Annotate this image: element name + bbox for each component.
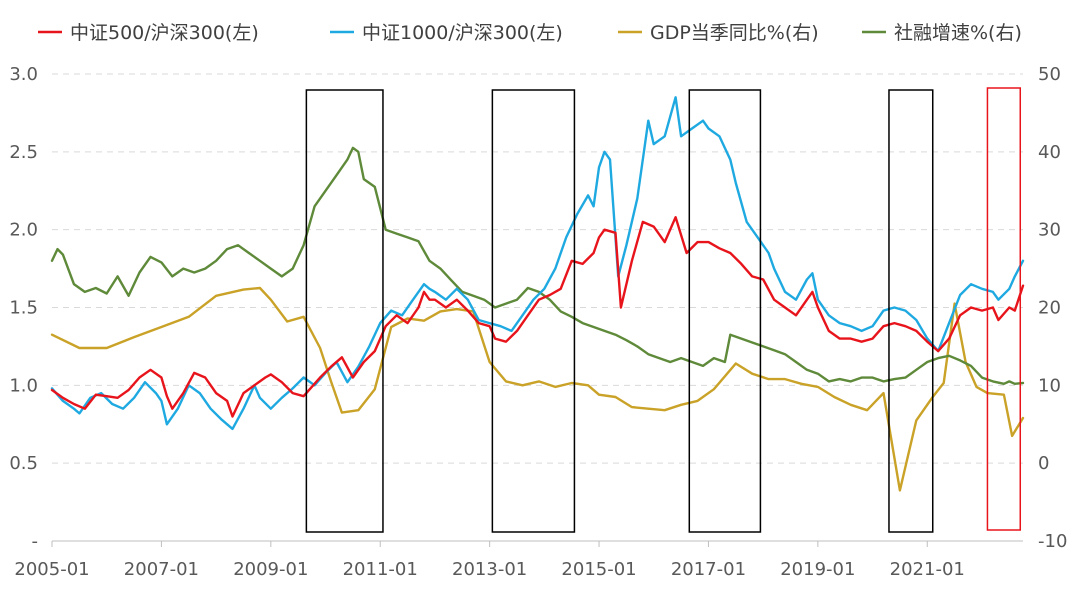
highlight-box (305, 89, 384, 533)
legend-label: 社融增速%(右) (894, 22, 1022, 44)
series-line-3 (50, 146, 1025, 385)
highlight-box (888, 89, 934, 533)
y-right-tick-label: 50 (1038, 64, 1061, 85)
y-left-tick-label: 2.5 (9, 142, 38, 163)
x-tick-label: 2021-01 (890, 559, 965, 580)
legend-label: 中证500/沪深300(左) (70, 22, 259, 44)
series-line-1 (50, 96, 1025, 431)
series-line-2 (50, 286, 1025, 492)
y-right-tick-label: -10 (1038, 531, 1067, 552)
grid-lines (52, 73, 1023, 464)
y-left-tick-label: 3.0 (9, 64, 38, 85)
y-left-tick-label: 0.5 (9, 453, 38, 474)
y-right-tick-label: 40 (1038, 142, 1061, 163)
x-tick-label: 2007-01 (124, 559, 199, 580)
y-right-tick-label: 0 (1038, 453, 1049, 474)
y-axis-left: - 0.5 1.0 1.5 2.0 2.5 3.0 (9, 64, 38, 552)
y-right-tick-label: 10 (1038, 375, 1061, 396)
x-tick-label: 2009-01 (233, 559, 308, 580)
highlight-box (491, 89, 576, 533)
x-tick-label: 2005-01 (14, 559, 89, 580)
legend: 中证500/沪深300(左) 中证1000/沪深300(左) GDP当季同比%(右)… (38, 22, 1022, 44)
y-left-tick-label: - (32, 531, 39, 552)
series-line-0 (50, 216, 1025, 418)
legend-label: 中证1000/沪深300(左) (362, 22, 563, 44)
highlight-boxes (305, 87, 1022, 533)
x-tick-label: 2013-01 (452, 559, 527, 580)
y-axis-right: -10 0 10 20 30 40 50 (1038, 64, 1067, 552)
y-left-tick-label: 2.0 (9, 220, 38, 241)
y-left-tick-label: 1.0 (9, 375, 38, 396)
highlight-box (986, 87, 1022, 531)
highlight-box (688, 89, 762, 533)
x-tick-label: 2015-01 (561, 559, 636, 580)
y-right-tick-label: 30 (1038, 220, 1061, 241)
y-right-tick-label: 20 (1038, 298, 1061, 319)
y-left-tick-label: 1.5 (9, 298, 38, 319)
x-tick-label: 2019-01 (780, 559, 855, 580)
x-tick-label: 2011-01 (343, 559, 418, 580)
legend-label: GDP当季同比%(右) (650, 22, 819, 44)
x-tick-label: 2017-01 (671, 559, 746, 580)
x-axis: 2005-01 2007-01 2009-01 2011-01 2013-01 2015-… (14, 540, 1023, 580)
series-lines (50, 96, 1025, 492)
